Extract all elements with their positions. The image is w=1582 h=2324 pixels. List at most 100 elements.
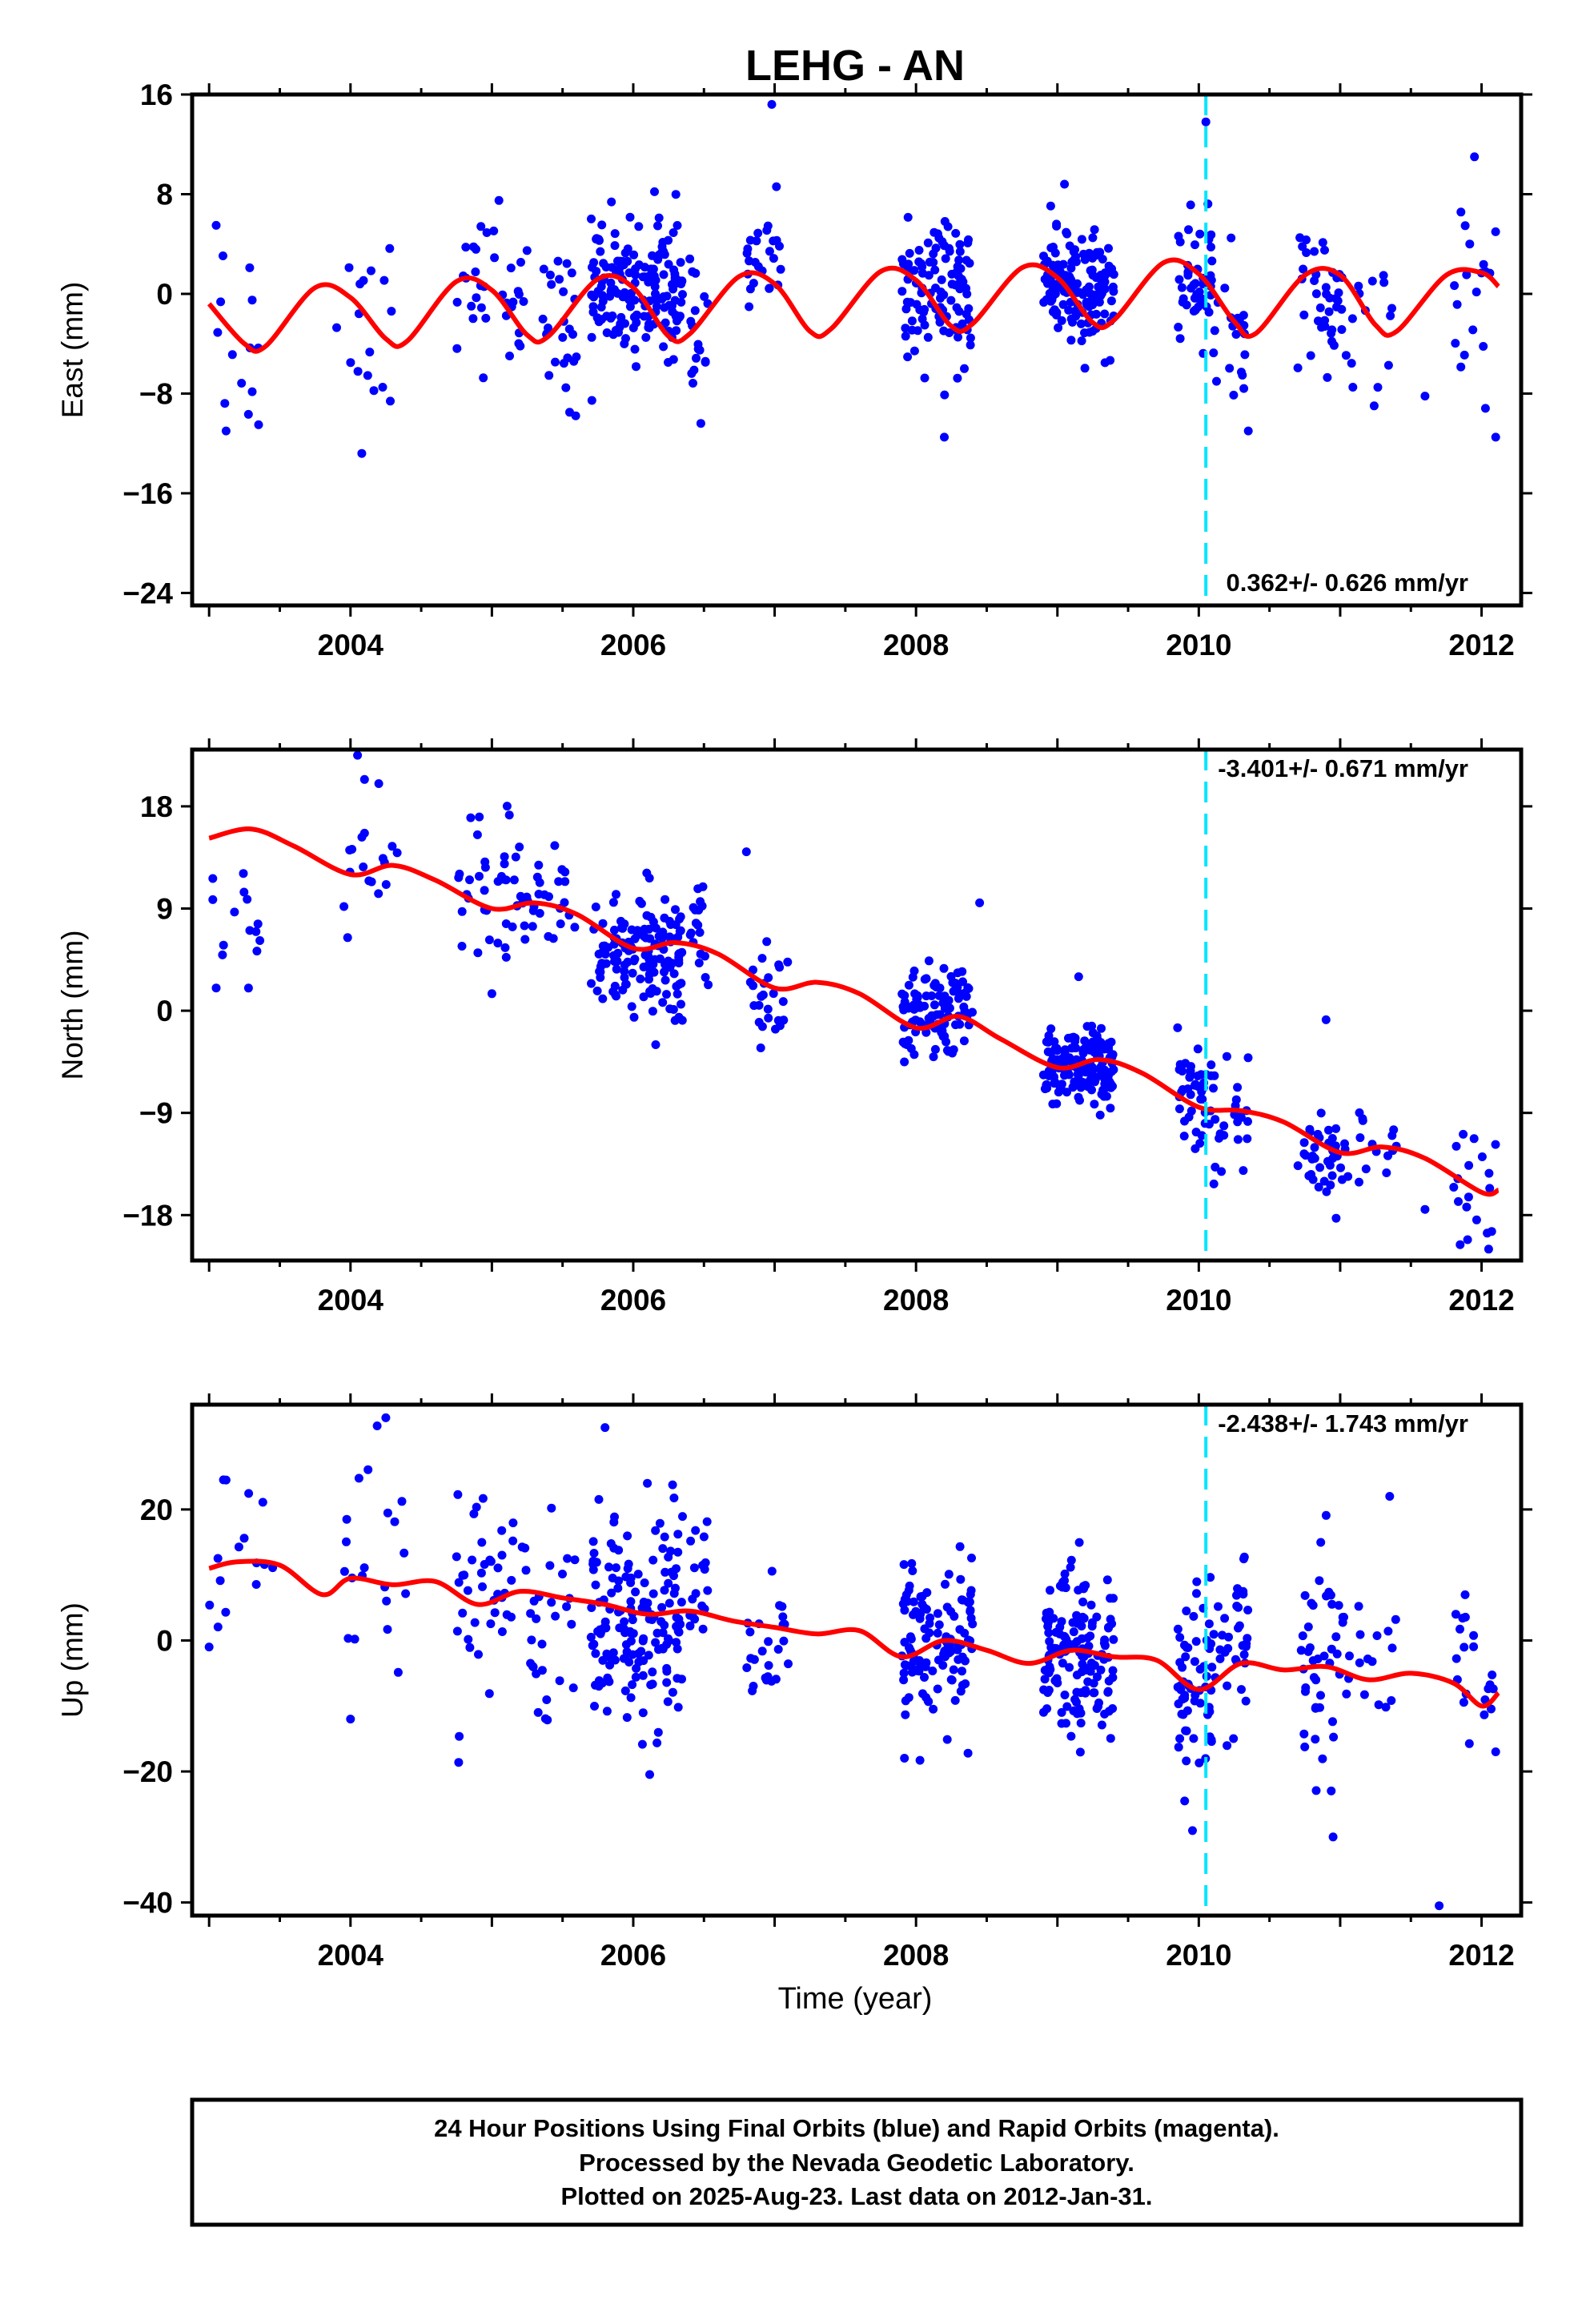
data-point	[372, 1421, 382, 1430]
data-point	[764, 1637, 773, 1647]
data-point	[1332, 302, 1341, 312]
data-point	[369, 386, 379, 396]
y-tick-label: 16	[140, 78, 173, 111]
data-point	[673, 1674, 682, 1683]
data-point	[670, 296, 680, 305]
data-point	[673, 1547, 683, 1557]
data-point	[899, 1675, 909, 1685]
data-point	[1456, 1240, 1465, 1249]
data-point	[400, 1548, 409, 1558]
data-point	[913, 991, 922, 1000]
data-point	[664, 235, 673, 245]
data-point	[911, 1003, 921, 1013]
data-point	[1210, 1071, 1219, 1080]
data-point	[623, 1564, 632, 1574]
data-point	[922, 1588, 932, 1598]
data-point	[545, 1561, 555, 1570]
data-point	[1204, 1619, 1214, 1629]
data-point	[637, 1739, 647, 1749]
data-point	[917, 262, 927, 271]
data-point	[958, 977, 967, 987]
data-point	[465, 1642, 475, 1652]
data-point	[497, 1526, 507, 1535]
data-point	[592, 267, 601, 276]
data-point	[1104, 1039, 1114, 1048]
data-point	[903, 212, 913, 222]
data-point	[332, 323, 341, 332]
data-point	[1052, 219, 1062, 229]
data-point	[460, 1570, 469, 1580]
data-point	[1207, 1639, 1216, 1649]
data-point	[600, 1423, 610, 1433]
data-point	[500, 859, 509, 869]
data-point	[1052, 1046, 1062, 1055]
data-point	[678, 1512, 687, 1522]
data-point	[1106, 296, 1116, 306]
data-point	[620, 1617, 629, 1626]
data-point	[689, 903, 698, 912]
data-point	[1053, 1055, 1062, 1064]
data-point	[1355, 1658, 1364, 1667]
data-point	[1302, 235, 1311, 244]
data-point	[1315, 1576, 1324, 1586]
data-point	[454, 1578, 464, 1587]
data-point	[640, 1578, 649, 1587]
data-point	[1048, 285, 1058, 295]
data-point	[773, 1645, 783, 1654]
data-point	[1066, 1562, 1075, 1572]
data-point	[553, 256, 563, 266]
data-point	[1299, 310, 1309, 320]
data-point	[383, 1625, 392, 1634]
data-point	[951, 228, 961, 238]
data-point	[898, 1002, 908, 1011]
data-point	[570, 923, 580, 932]
y-tick-label: 18	[140, 790, 173, 823]
data-point	[457, 942, 467, 951]
data-point	[211, 220, 221, 230]
data-point	[538, 314, 548, 324]
data-point	[1229, 1734, 1239, 1743]
data-point	[234, 1542, 243, 1552]
data-point	[471, 267, 480, 276]
data-point	[671, 190, 681, 199]
data-point	[1205, 1732, 1215, 1742]
data-point	[909, 1597, 918, 1606]
data-point	[940, 432, 949, 442]
data-point	[204, 1642, 214, 1652]
data-point	[955, 247, 965, 256]
data-point	[648, 1667, 657, 1677]
data-point	[764, 1013, 773, 1023]
data-point	[589, 258, 599, 267]
data-point	[901, 304, 911, 314]
data-point	[591, 1580, 600, 1590]
data-point	[555, 275, 564, 284]
data-point	[472, 293, 481, 303]
data-point	[221, 1607, 231, 1617]
data-point	[1091, 273, 1101, 283]
data-point	[243, 409, 253, 419]
data-point	[696, 419, 705, 428]
data-point	[921, 1662, 930, 1671]
data-point	[628, 1650, 637, 1659]
data-point	[665, 1004, 675, 1014]
data-point	[592, 986, 602, 995]
data-point	[658, 1544, 668, 1554]
data-point	[940, 241, 949, 251]
data-point	[1207, 256, 1217, 266]
data-point	[339, 1566, 349, 1576]
data-point	[928, 1667, 938, 1675]
data-point	[1077, 235, 1086, 244]
data-point	[1198, 1095, 1207, 1104]
data-point	[548, 934, 558, 943]
data-point	[1491, 227, 1500, 236]
data-point	[1243, 426, 1253, 436]
data-point	[359, 774, 369, 784]
data-point	[597, 220, 607, 230]
data-point	[1338, 1613, 1347, 1622]
plot-frame	[190, 1402, 1524, 1918]
data-point	[461, 243, 471, 252]
data-point	[1044, 1628, 1054, 1638]
data-point	[1469, 1642, 1479, 1651]
data-point	[205, 1600, 215, 1610]
data-point	[1054, 323, 1063, 332]
